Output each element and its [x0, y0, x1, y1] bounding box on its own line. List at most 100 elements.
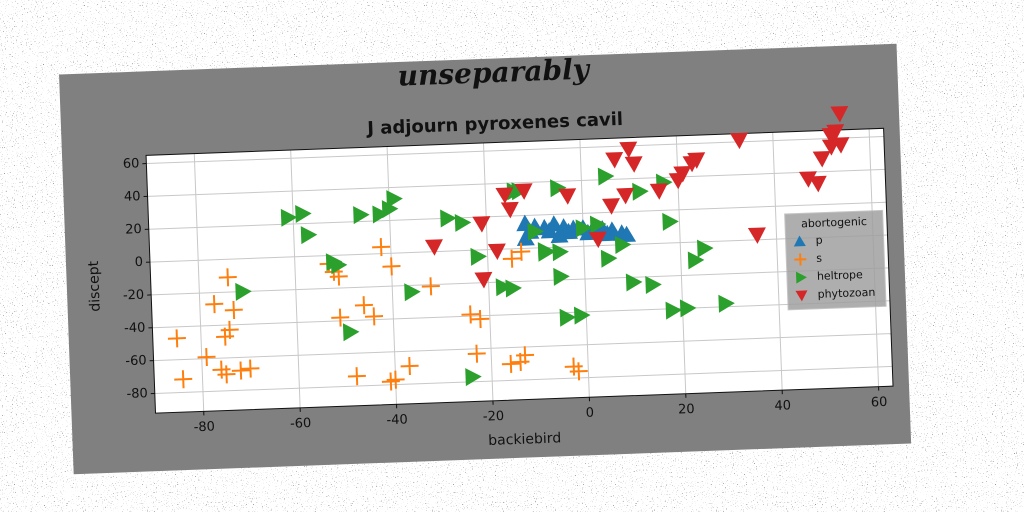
point	[465, 368, 482, 387]
point	[687, 251, 705, 270]
point	[619, 141, 638, 159]
point	[330, 256, 348, 275]
point	[382, 257, 401, 276]
point	[665, 301, 683, 320]
point	[569, 362, 588, 381]
x-tick-label: -40	[386, 412, 408, 428]
point	[212, 360, 231, 379]
point	[495, 278, 513, 297]
point	[625, 273, 643, 292]
point	[552, 243, 569, 262]
point	[830, 105, 849, 123]
point	[372, 205, 389, 224]
point	[218, 268, 237, 287]
point	[614, 236, 632, 255]
point	[645, 276, 662, 295]
point	[605, 152, 624, 169]
point	[474, 271, 493, 289]
legend-label: p	[815, 234, 822, 247]
point	[505, 279, 522, 298]
point	[527, 222, 544, 241]
grid-line	[146, 136, 884, 165]
point	[597, 167, 615, 186]
legend-label: heltrope	[817, 268, 864, 283]
point	[300, 226, 318, 245]
point	[553, 267, 570, 286]
y-tick-label: -40	[124, 321, 146, 337]
point	[424, 239, 443, 256]
point	[729, 132, 748, 150]
point	[559, 308, 577, 327]
x-axis-label: backiebird	[488, 430, 561, 449]
point	[560, 222, 579, 240]
point	[470, 247, 487, 266]
grid-line	[290, 150, 301, 408]
point	[679, 299, 697, 318]
point	[381, 200, 399, 219]
x-tick-label: 20	[678, 402, 695, 418]
point	[353, 206, 370, 225]
y-tick-label: -20	[123, 288, 145, 304]
y-axis-label: discept	[86, 260, 104, 312]
grid-line	[193, 153, 205, 412]
point	[697, 239, 714, 258]
point	[381, 372, 400, 391]
point	[798, 171, 817, 188]
point	[826, 124, 845, 141]
point	[616, 187, 635, 205]
plot-area	[146, 128, 894, 414]
point	[472, 216, 491, 233]
point	[575, 219, 593, 238]
point	[241, 359, 260, 378]
point	[454, 213, 472, 232]
grid-line	[482, 142, 494, 401]
point	[386, 190, 403, 209]
point	[364, 307, 384, 326]
point	[632, 182, 649, 201]
legend-box	[784, 209, 887, 311]
point	[220, 320, 239, 339]
legend-marker	[795, 271, 807, 284]
point	[495, 187, 514, 204]
point	[831, 137, 850, 154]
x-tick-label: 0	[586, 406, 595, 421]
point	[624, 156, 643, 173]
x-tick-label: -80	[193, 420, 215, 436]
point	[421, 277, 440, 296]
x-tick-label: -60	[290, 416, 312, 432]
grid-line	[149, 234, 888, 263]
point	[235, 282, 252, 301]
y-tick-label: -60	[125, 353, 147, 369]
point	[295, 205, 312, 223]
x-tick-label: 60	[871, 395, 888, 411]
grid-line	[153, 333, 892, 362]
point	[231, 361, 250, 380]
point	[573, 306, 591, 325]
point	[347, 367, 366, 386]
point	[808, 175, 827, 193]
suptitle: unseparably	[397, 53, 591, 93]
point	[331, 308, 350, 327]
point	[550, 179, 567, 198]
point	[812, 150, 831, 168]
grid-line	[154, 365, 893, 394]
point	[502, 249, 521, 268]
legend-marker	[794, 253, 807, 266]
legend-label: phytozoan	[817, 286, 875, 301]
y-tick-label: 0	[134, 255, 143, 270]
x-tick-label: -20	[483, 409, 505, 425]
point	[516, 229, 535, 246]
point	[649, 183, 668, 200]
point	[718, 294, 735, 313]
point	[400, 356, 419, 376]
point	[197, 348, 216, 367]
point	[540, 221, 559, 239]
point	[372, 238, 391, 257]
y-tick-label: 60	[123, 156, 140, 172]
point	[537, 243, 555, 262]
point	[600, 249, 618, 268]
point	[602, 198, 621, 215]
point	[467, 344, 486, 363]
point	[747, 227, 766, 244]
